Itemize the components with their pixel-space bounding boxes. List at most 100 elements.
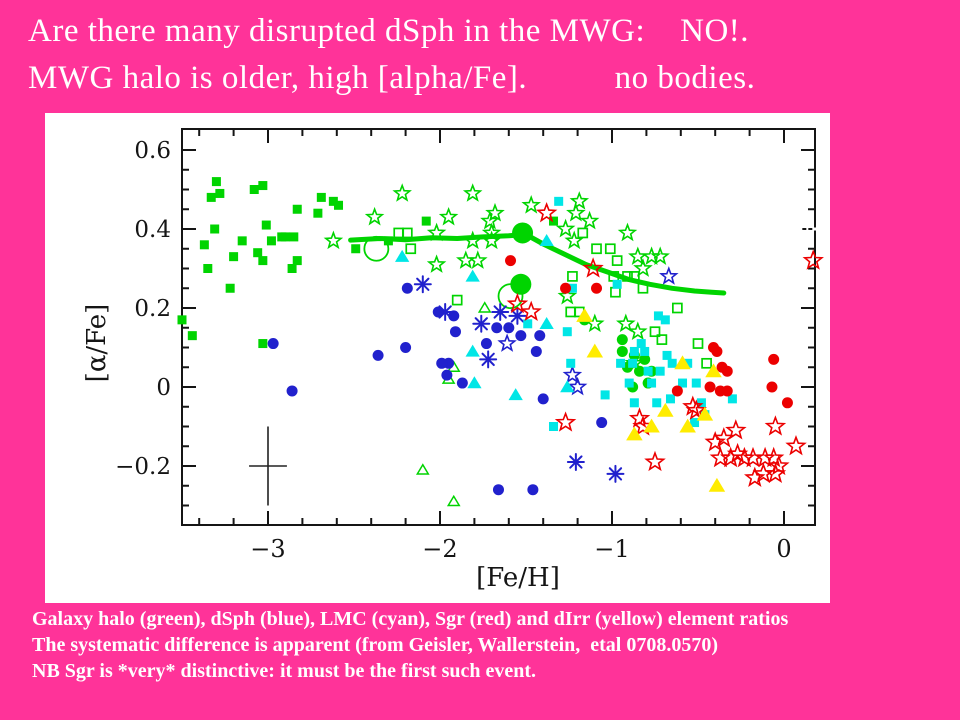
sgr-red-filled-circles <box>704 381 716 393</box>
cyan-filled-triangles <box>465 344 480 357</box>
halo-open-squares <box>701 357 712 369</box>
caption-line-3: NB Sgr is *very* distinctive: it must be… <box>32 660 537 682</box>
sgr-red-open-stars <box>628 407 651 428</box>
sgr-red-filled-circles <box>721 365 733 377</box>
galaxy-halo-filled-squares <box>199 240 209 250</box>
lmc-cyan-filled-squares <box>655 366 665 376</box>
lmc-cyan-filled-squares <box>643 366 653 376</box>
sgr-red-open-stars <box>725 419 747 440</box>
halo-open-squares <box>565 306 577 318</box>
halo-open-squares <box>451 294 463 306</box>
galaxy-halo-filled-squares <box>549 216 559 226</box>
sgr-red-open-stars <box>535 201 558 223</box>
halo-open-squares <box>591 243 602 255</box>
green-open-triangles <box>477 301 492 313</box>
x-tick-label: 0 <box>776 535 791 563</box>
galaxy-halo-filled-squares <box>289 232 299 242</box>
galaxy-halo-filled-squares <box>253 248 263 258</box>
galaxy-halo-filled-squares <box>351 244 361 254</box>
cyan-filled-triangles <box>467 376 482 389</box>
lmc-cyan-filled-squares <box>624 378 634 388</box>
galaxy-halo-filled-squares <box>292 204 302 214</box>
dsph-blue-filled-circles <box>491 322 503 334</box>
green-medium-filled-circles <box>616 334 628 346</box>
blue-open-stars <box>562 364 583 384</box>
y-tick-label: 0 <box>156 375 171 401</box>
sgr-red-open-stars <box>802 249 824 270</box>
sgr-red-open-stars <box>520 300 542 322</box>
lmc-cyan-filled-squares <box>653 311 663 321</box>
halo-open-stars <box>628 321 648 341</box>
y-tick-label: 0.2 <box>134 296 171 322</box>
sgr-red-open-stars <box>554 411 577 432</box>
lmc-cyan-filled-squares <box>628 358 638 368</box>
dirr-yellow-triangles <box>696 406 714 421</box>
y-tick-label: 0.4 <box>134 217 171 243</box>
dsph-blue-filled-circles <box>527 484 539 496</box>
galaxy-halo-filled-squares <box>229 252 239 262</box>
dirr-yellow-triangles <box>643 418 660 433</box>
lmc-cyan-filled-squares <box>562 327 572 337</box>
sgr-red-open-stars <box>704 431 726 452</box>
galaxy-halo-filled-squares <box>316 192 326 202</box>
galaxy-halo-filled-squares <box>313 208 323 218</box>
sgr-red-filled-circles <box>560 282 572 294</box>
sgr-red-open-stars <box>764 462 787 484</box>
dsph-blue-filled-circles <box>436 357 448 369</box>
dsph-blue-filled-circles <box>267 338 279 350</box>
galaxy-halo-filled-squares <box>237 236 247 246</box>
halo-open-squares <box>577 227 589 239</box>
x-tick-label: −2 <box>422 535 457 563</box>
halo-open-stars <box>323 230 344 250</box>
dirr-yellow-triangles <box>657 402 674 417</box>
halo-open-squares <box>401 227 413 239</box>
sgr-red-open-stars <box>764 415 787 436</box>
sgr-red-open-stars <box>713 427 735 448</box>
lmc-cyan-filled-squares <box>683 358 693 368</box>
halo-open-stars <box>468 250 488 269</box>
lmc-cyan-filled-squares <box>727 394 737 404</box>
blue-open-stars <box>659 266 679 285</box>
dirr-yellow-triangles <box>586 343 604 358</box>
halo-open-squares <box>656 334 668 345</box>
blue-asterisks <box>493 305 507 319</box>
dsph-blue-filled-circles <box>401 282 413 294</box>
galaxy-halo-filled-squares <box>261 220 271 230</box>
sgr-red-filled-circles <box>505 255 517 267</box>
slide-title: Are there many disrupted dSph in the MWG… <box>28 8 755 102</box>
galaxy-halo-filled-squares <box>258 339 268 349</box>
y-axis-label: [α/Fe] <box>82 304 112 383</box>
sgr-red-open-stars <box>785 435 807 456</box>
dsph-blue-filled-circles <box>480 338 492 350</box>
lmc-cyan-filled-squares <box>660 315 670 325</box>
galaxy-halo-filled-squares <box>225 283 235 293</box>
halo-open-stars <box>564 230 584 250</box>
halo-open-squares <box>637 282 649 294</box>
lmc-cyan-filled-squares <box>652 398 662 408</box>
lmc-cyan-filled-squares <box>566 358 576 368</box>
halo-open-stars <box>480 210 500 230</box>
lmc-cyan-filled-squares <box>678 378 688 388</box>
halo-open-stars <box>481 222 502 242</box>
sgr-red-open-stars <box>762 446 785 468</box>
halo-open-stars <box>633 258 653 277</box>
lmc-cyan-filled-squares <box>690 418 700 428</box>
halo-open-squares <box>672 302 683 314</box>
halo-open-stars <box>426 222 447 242</box>
x-tick-label: −1 <box>594 535 629 563</box>
lmc-cyan-filled-squares <box>549 422 559 431</box>
sgr-red-open-stars <box>582 257 604 278</box>
green-large-filled-circles <box>510 273 532 295</box>
dsph-blue-filled-circles <box>449 326 461 338</box>
halo-open-squares <box>629 271 640 282</box>
scatter-plot: −3 −2 −1 0 0.6 0.4 0.2 0 −0.2 [Fe/H] [α/Fe] <box>82 128 827 593</box>
lmc-cyan-filled-squares <box>616 358 626 368</box>
blue-asterisks <box>510 309 525 323</box>
dsph-blue-filled-circles <box>448 310 460 322</box>
dsph-blue-filled-circles <box>530 345 542 357</box>
blue-asterisks <box>569 455 583 469</box>
dirr-yellow-triangles <box>674 355 691 370</box>
halo-open-squares <box>405 243 417 255</box>
dsph-blue-filled-circles <box>372 349 384 361</box>
